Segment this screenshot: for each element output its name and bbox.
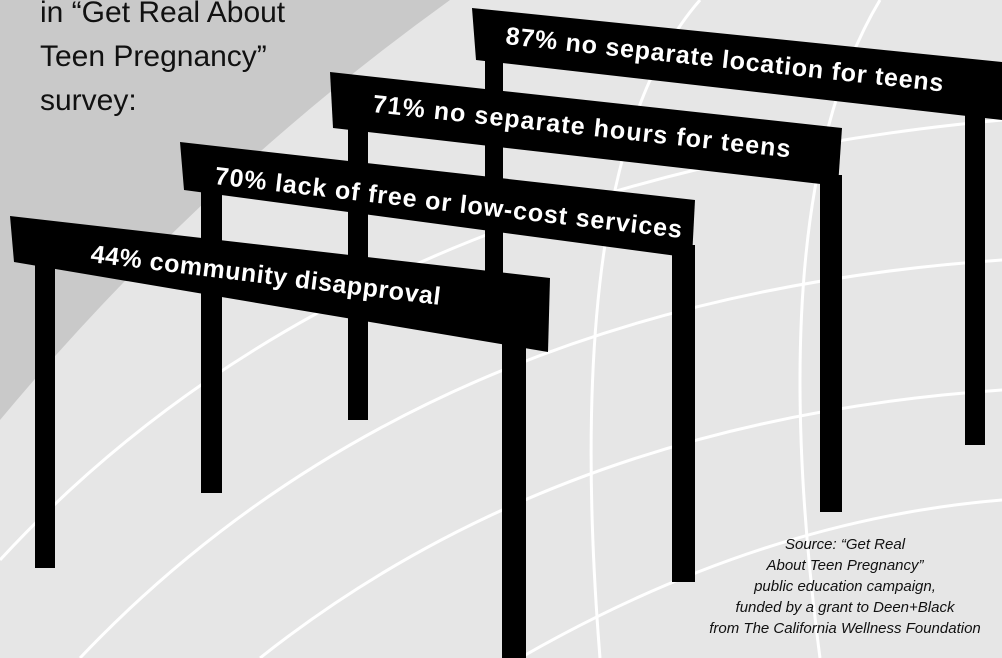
intro-text: Teen Pregnancy” bbox=[40, 40, 267, 73]
background-shade bbox=[0, 0, 450, 420]
intro-text: in “Get Real About bbox=[40, 0, 286, 29]
source-text: funded by a grant to Deen+Black bbox=[736, 599, 956, 616]
source-text: from The California Wellness Foundation bbox=[709, 620, 981, 637]
source-note: Source: “Get Real About Teen Pregnancy” … bbox=[709, 536, 981, 637]
source-text: public education campaign, bbox=[753, 578, 936, 595]
intro-text: survey: bbox=[40, 84, 137, 117]
source-text: Source: “Get Real bbox=[785, 536, 906, 553]
source-text: About Teen Pregnancy” bbox=[765, 557, 924, 574]
